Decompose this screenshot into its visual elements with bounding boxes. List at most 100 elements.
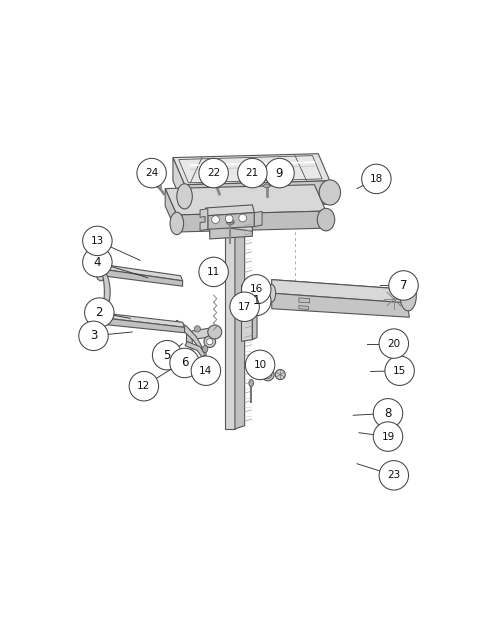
Ellipse shape [177,184,192,209]
Polygon shape [100,264,102,276]
Circle shape [199,159,228,188]
Ellipse shape [319,180,340,205]
Polygon shape [173,153,330,185]
Text: 12: 12 [137,381,150,391]
Polygon shape [185,342,205,357]
Circle shape [238,159,267,188]
Circle shape [246,350,275,379]
Polygon shape [252,282,257,340]
Circle shape [362,164,391,194]
Text: 4: 4 [94,256,101,269]
Polygon shape [299,298,310,303]
Polygon shape [210,223,252,234]
Circle shape [212,216,220,223]
Polygon shape [299,306,308,309]
Circle shape [385,356,414,385]
Polygon shape [272,293,409,317]
Circle shape [129,372,158,401]
Circle shape [374,399,402,428]
Circle shape [79,321,108,351]
Circle shape [225,215,233,223]
Text: 3: 3 [90,329,97,342]
Circle shape [239,214,246,222]
Polygon shape [210,225,252,239]
Text: 18: 18 [370,174,383,184]
Ellipse shape [156,184,162,188]
Ellipse shape [275,370,285,379]
Ellipse shape [268,284,276,302]
Text: 10: 10 [254,360,266,370]
Text: 23: 23 [387,471,400,480]
Circle shape [265,159,294,188]
Ellipse shape [249,379,254,386]
Polygon shape [177,211,328,232]
Text: 13: 13 [91,236,104,246]
Text: 2: 2 [96,306,103,319]
Text: 6: 6 [181,356,188,369]
Circle shape [389,271,418,300]
Ellipse shape [96,261,106,281]
Polygon shape [272,280,407,303]
Polygon shape [186,328,216,340]
Polygon shape [100,264,182,281]
Circle shape [242,286,271,316]
Text: 15: 15 [393,366,406,376]
Ellipse shape [264,370,272,379]
Ellipse shape [170,213,183,235]
Ellipse shape [214,184,220,188]
Text: 24: 24 [145,168,158,178]
Text: 22: 22 [207,168,220,178]
Text: 17: 17 [238,302,252,312]
Text: 16: 16 [250,284,263,294]
Circle shape [374,422,402,451]
Polygon shape [242,284,252,342]
Polygon shape [96,266,110,318]
Circle shape [191,356,220,385]
Polygon shape [186,332,192,349]
Text: 9: 9 [276,166,283,180]
Text: 14: 14 [199,366,212,376]
Text: 7: 7 [400,279,407,292]
Text: 19: 19 [382,431,394,442]
Circle shape [204,336,216,347]
Ellipse shape [262,369,274,381]
Circle shape [137,159,166,188]
Polygon shape [208,213,254,229]
Ellipse shape [226,219,234,225]
Circle shape [230,292,260,322]
Circle shape [199,257,228,286]
Polygon shape [179,155,322,183]
Polygon shape [165,189,177,232]
Polygon shape [206,205,254,216]
Circle shape [379,460,408,490]
Polygon shape [235,213,244,429]
Text: 1: 1 [252,295,260,308]
Text: 21: 21 [246,168,259,178]
Circle shape [82,247,112,277]
Text: 11: 11 [207,267,220,277]
Polygon shape [225,213,244,219]
Polygon shape [101,318,184,333]
Circle shape [194,325,200,332]
Polygon shape [100,313,101,324]
Polygon shape [200,209,208,230]
Polygon shape [225,216,235,429]
Circle shape [170,348,200,377]
Polygon shape [184,181,332,208]
Circle shape [82,226,112,256]
Polygon shape [165,185,326,215]
Ellipse shape [400,282,416,311]
Polygon shape [100,313,184,327]
Circle shape [379,329,408,358]
Circle shape [152,340,182,370]
Ellipse shape [318,209,334,231]
Polygon shape [174,320,202,349]
Ellipse shape [202,345,208,352]
Polygon shape [254,211,262,227]
Polygon shape [173,157,184,208]
Ellipse shape [94,309,105,329]
Polygon shape [206,208,208,229]
Text: 20: 20 [387,338,400,349]
Circle shape [84,298,114,327]
Polygon shape [102,269,182,286]
